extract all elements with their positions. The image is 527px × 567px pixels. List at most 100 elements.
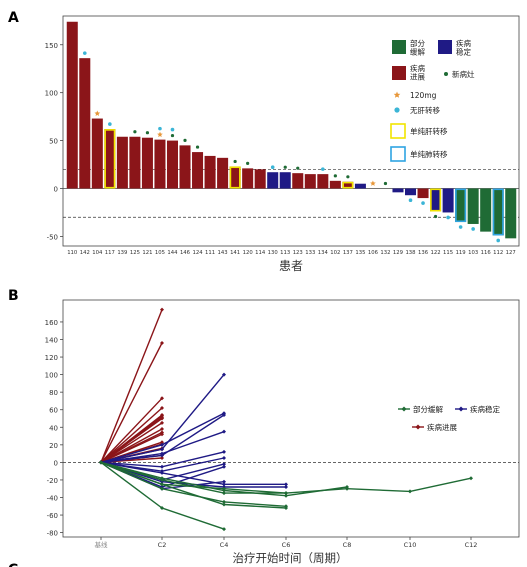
legend-marker <box>415 424 421 430</box>
legend-label: 缓解 <box>410 47 425 57</box>
new-lesion-dot <box>145 131 150 135</box>
bar <box>279 172 291 189</box>
new-lesion-dot <box>233 159 237 164</box>
x-tick-label: 116 <box>481 250 492 256</box>
series-point <box>160 420 164 425</box>
no-liver-dot <box>270 165 275 170</box>
x-tick-label: 119 <box>456 250 466 256</box>
bar <box>442 188 454 213</box>
series-point <box>284 482 288 487</box>
new-lesion-dot <box>433 214 438 219</box>
y-tick-label: 80 <box>49 389 58 397</box>
legend-marker <box>458 406 464 412</box>
y-tick-label: 20 <box>49 442 58 450</box>
legend-swatch <box>392 66 406 80</box>
bar <box>129 136 141 189</box>
bar <box>492 188 504 236</box>
series-point <box>222 488 226 493</box>
x-tick-label: 112 <box>493 250 503 256</box>
bar <box>505 188 517 239</box>
bar <box>392 188 404 193</box>
panel-label-a: A <box>8 10 19 26</box>
legend-label: 疾病稳定 <box>470 404 500 414</box>
series-point <box>160 442 164 447</box>
x-tick-label: C4 <box>220 541 229 549</box>
series-point <box>284 491 288 496</box>
series-point <box>99 460 103 465</box>
bar-outline <box>455 188 467 223</box>
x-tick-label: 137 <box>343 250 353 256</box>
bar <box>217 157 229 189</box>
legend-label: 疾病进展 <box>427 422 457 432</box>
series-point <box>160 416 164 421</box>
bar <box>204 155 216 189</box>
x-tick-label: 106 <box>368 250 379 256</box>
x-axis-label: 患者 <box>279 259 303 273</box>
legend-label: 疾病 <box>410 63 425 73</box>
x-tick-label: 144 <box>167 250 178 256</box>
series-point <box>222 456 226 460</box>
y-tick-label: 160 <box>45 319 58 327</box>
bar <box>91 118 103 189</box>
new-lesion-dot <box>346 175 350 179</box>
series-point <box>222 499 226 504</box>
new-lesion-dot <box>133 130 137 134</box>
x-tick-label: 130 <box>268 250 279 256</box>
dose-star <box>94 110 101 116</box>
x-tick-label: 120 <box>243 250 254 256</box>
x-tick-label: 111 <box>205 250 215 256</box>
y-tick-label: 150 <box>45 42 58 50</box>
new-lesion-dot <box>183 138 187 142</box>
bar <box>329 180 341 189</box>
series-point <box>160 451 164 456</box>
series-point <box>222 462 226 467</box>
new-lesion-dot <box>283 165 287 169</box>
x-tick-label: C8 <box>343 541 352 549</box>
series-point <box>160 470 164 475</box>
x-tick-label: 123 <box>293 250 303 256</box>
series-line <box>100 407 163 463</box>
x-tick-label: 141 <box>230 250 240 256</box>
series-point <box>160 486 164 491</box>
series-line <box>100 433 163 464</box>
bar-outline <box>430 188 442 212</box>
bar <box>480 188 492 232</box>
x-tick-label: 134 <box>318 250 329 256</box>
x-tick-label: 143 <box>218 250 228 256</box>
legend-box <box>390 146 406 162</box>
series-point <box>284 506 288 511</box>
x-tick-label: C10 <box>404 541 417 549</box>
plot-frame <box>62 15 520 247</box>
series-point <box>222 527 226 532</box>
x-tick-label: 146 <box>180 250 191 256</box>
x-tick-label: 103 <box>468 250 478 256</box>
bar <box>154 139 166 189</box>
new-lesion-dot <box>333 174 337 178</box>
x-tick-label: C12 <box>465 541 478 549</box>
no-liver-dot <box>471 227 475 231</box>
bar-outline <box>492 188 504 236</box>
no-liver-dot <box>421 201 425 205</box>
no-liver-dot <box>108 122 112 126</box>
bar <box>141 137 153 189</box>
bar <box>192 152 204 189</box>
x-tick-label: 121 <box>142 250 152 256</box>
y-tick-label: 60 <box>49 407 58 415</box>
series-point <box>222 464 226 469</box>
bar-outline <box>342 181 354 189</box>
y-tick-label: -60 <box>47 512 58 520</box>
legend-marker <box>401 406 407 412</box>
bar <box>455 188 467 223</box>
series-point <box>222 412 226 417</box>
new-lesion-dot <box>195 145 200 149</box>
x-tick-label: 115 <box>443 250 453 256</box>
bar <box>317 174 329 189</box>
legend-label: 单纯肝转移 <box>410 126 448 136</box>
x-tick-label: C2 <box>158 541 167 549</box>
x-tick-label: 136 <box>418 250 429 256</box>
x-tick-label: 104 <box>92 250 103 256</box>
x-tick-label: 135 <box>355 250 365 256</box>
bar <box>430 188 442 212</box>
